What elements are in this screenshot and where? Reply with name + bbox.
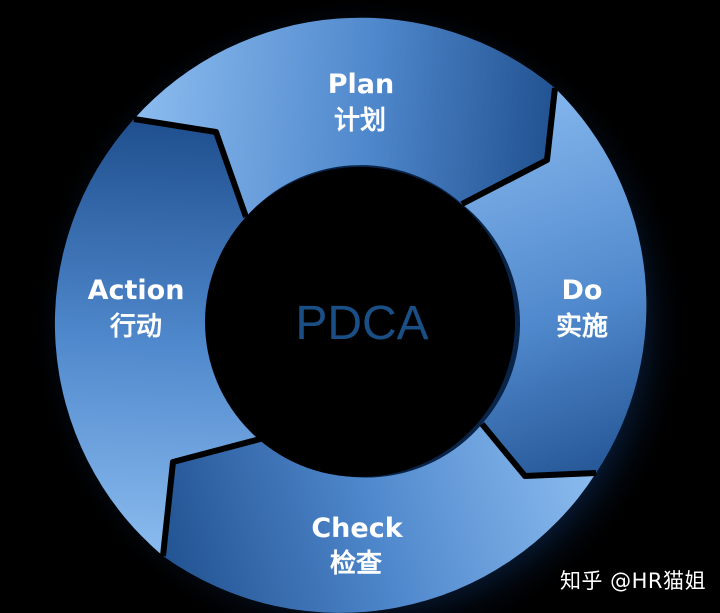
- segment-check: [163, 424, 596, 613]
- segment-do: [462, 88, 647, 476]
- check-label: Check: [311, 513, 403, 544]
- center-circle: [205, 167, 515, 477]
- segment-plan: [134, 17, 555, 218]
- action-label-zh: 行动: [109, 311, 162, 342]
- plan-label-zh: 计划: [334, 106, 386, 136]
- action-label: Action: [88, 275, 185, 306]
- do-label: Do: [562, 275, 603, 306]
- plan-label: Plan: [328, 69, 395, 100]
- check-label-zh: 检查: [330, 548, 382, 579]
- watermark: 知乎 @HR猫姐: [559, 569, 706, 593]
- center-label: PDCA: [295, 297, 428, 350]
- segment-separators: [133, 87, 597, 557]
- do-label-zh: 实施: [556, 311, 608, 342]
- segment-action: [54, 119, 264, 556]
